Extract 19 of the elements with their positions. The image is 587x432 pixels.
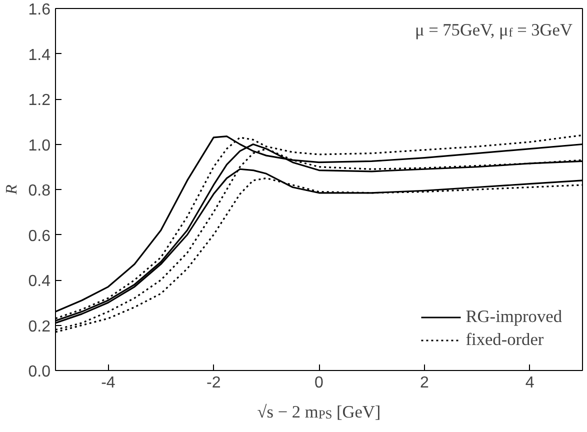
y-tick-label: 1.0: [28, 137, 51, 154]
annotation: μ = 75GeV, μf = 3GeV: [415, 20, 573, 40]
x-axis-title: √s − 2 mPS [GeV]: [257, 402, 381, 422]
y-tick-label: 1.6: [28, 2, 51, 18]
legend-label: fixed-order: [466, 330, 544, 350]
y-tick-label: 0.8: [28, 182, 51, 200]
x-tick-label: 0: [314, 374, 324, 392]
y-tick-label: 0.6: [28, 228, 51, 245]
y-tick-label: 1.4: [28, 46, 51, 64]
x-tick-label: 4: [525, 374, 534, 392]
x-tick-label: -2: [206, 374, 221, 392]
legend-label: RG-improved: [466, 307, 562, 327]
y-tick-label: 0.0: [28, 364, 51, 380]
y-axis-title: R: [3, 184, 20, 196]
x-tick-label: 2: [420, 374, 429, 392]
y-tick-label: 0.4: [28, 273, 51, 290]
y-tick-label: 0.2: [28, 318, 51, 336]
x-tick-label: -4: [101, 374, 116, 392]
y-tick-label: 1.2: [28, 92, 51, 109]
